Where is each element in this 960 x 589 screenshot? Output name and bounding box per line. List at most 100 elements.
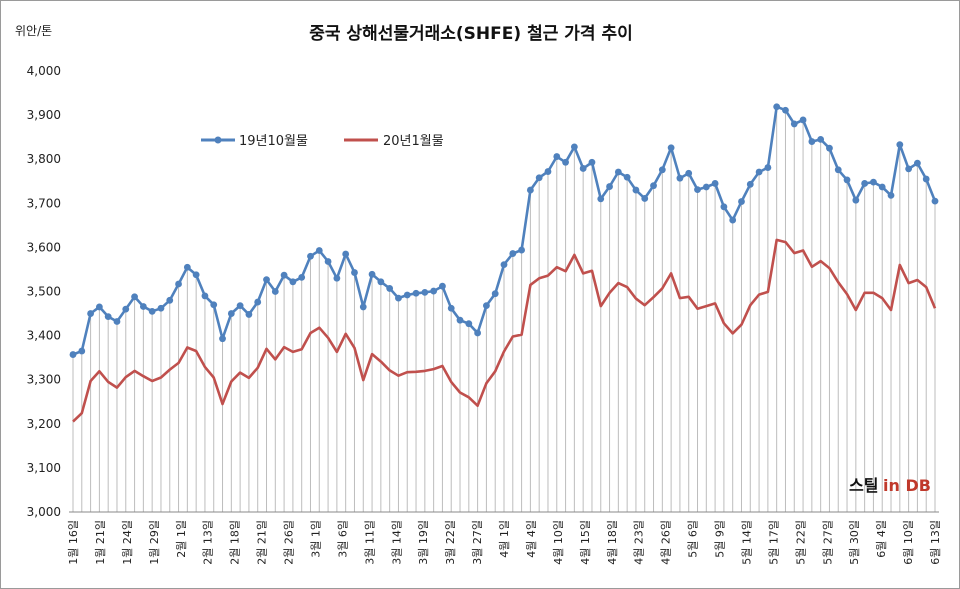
x-tick-label: 5월 30일: [847, 520, 861, 565]
y-tick-label: 3,300: [27, 373, 61, 387]
data-point: [368, 270, 376, 278]
x-tick-label: 3월 22일: [443, 520, 457, 565]
steelin-db-logo: 스틸 in DB: [849, 476, 931, 495]
legend-label-series-2: 20년1월물: [383, 134, 444, 149]
x-tick-label: 1월 16일: [66, 520, 80, 565]
y-tick-label: 3,100: [27, 461, 61, 475]
data-point: [201, 292, 209, 300]
x-tick-label: 5월 27일: [820, 520, 834, 565]
data-point: [236, 302, 244, 310]
x-tick-label: 5월 17일: [766, 520, 780, 565]
data-point: [210, 301, 218, 309]
data-point: [474, 329, 482, 337]
data-point: [298, 273, 306, 281]
legend: 19년10월물 20년1월물: [201, 134, 444, 149]
data-point: [227, 310, 235, 317]
data-point: [333, 274, 341, 282]
data-point: [632, 186, 640, 194]
data-point: [395, 294, 402, 302]
x-tick-label: 1월 29일: [147, 520, 161, 565]
data-point: [887, 191, 895, 199]
y-tick-label: 4,000: [27, 64, 61, 78]
data-point: [439, 282, 446, 290]
y-tick-label: 3,800: [27, 152, 61, 166]
data-point: [773, 103, 781, 111]
x-tick-label: 4월 23일: [632, 520, 646, 565]
data-point: [131, 293, 138, 301]
data-point: [808, 138, 816, 145]
x-tick-label: 6월 10일: [901, 520, 915, 565]
data-point: [69, 351, 77, 358]
y-tick-label: 3,700: [27, 196, 61, 210]
data-point: [658, 166, 666, 174]
data-point: [914, 159, 921, 167]
x-tick-label: 3월 14일: [389, 520, 403, 565]
data-point: [175, 280, 182, 288]
data-point: [219, 335, 226, 343]
y-tick-label: 3,600: [27, 240, 61, 254]
x-tick-label: 2월 18일: [228, 520, 242, 565]
data-point: [183, 263, 191, 271]
data-point: [746, 180, 754, 188]
logo-text-in-db: in DB: [883, 476, 931, 495]
x-tick-label: 5월 6일: [686, 520, 700, 558]
y-axis: 3,000 3,100 3,200 3,300 3,400 3,500 3,600 3,700…: [27, 64, 61, 519]
data-point: [324, 258, 332, 265]
data-point: [430, 287, 438, 295]
data-point: [694, 186, 701, 194]
legend-label-series-1: 19년10월물: [239, 134, 308, 149]
data-point: [245, 311, 253, 318]
y-tick-label: 3,500: [27, 285, 61, 299]
data-point: [799, 116, 807, 124]
data-point: [667, 144, 675, 152]
x-tick-label: 4월 1일: [497, 520, 511, 558]
series-line-2: [72, 238, 937, 423]
x-tick-label: 3월 1일: [308, 520, 322, 558]
data-point: [544, 168, 552, 175]
data-point: [386, 285, 394, 292]
data-point: [254, 298, 262, 306]
x-tick-label: 6월 13일: [928, 520, 942, 565]
data-point: [905, 165, 913, 173]
data-point: [192, 271, 200, 279]
data-point: [280, 271, 288, 279]
data-point: [676, 174, 684, 182]
x-tick-label: 6월 4일: [874, 520, 888, 558]
x-tick-label: 3월 19일: [416, 520, 430, 565]
data-point: [702, 183, 710, 191]
x-tick-label: 4월 4일: [524, 520, 538, 558]
data-point: [614, 168, 622, 176]
x-tick-label: 4월 15일: [578, 520, 592, 565]
data-point: [579, 165, 587, 172]
vertical-drop-lines: [72, 106, 936, 512]
data-point: [623, 173, 631, 181]
data-point: [870, 178, 877, 186]
data-point: [113, 318, 121, 325]
y-tick-label: 3,900: [27, 108, 61, 122]
data-point: [588, 158, 596, 166]
x-tick-label: 5월 22일: [793, 520, 807, 565]
data-point: [861, 180, 869, 187]
data-point: [456, 316, 464, 324]
data-point: [526, 186, 534, 194]
data-point: [597, 195, 605, 203]
data-point: [359, 303, 367, 311]
x-tick-label: 4월 26일: [659, 520, 673, 565]
data-point: [764, 164, 772, 171]
chart-title: 중국 상해선물거래소(SHFE) 철근 가격 추이: [309, 24, 633, 44]
data-point: [755, 168, 763, 176]
logo-text-steel: 스틸: [849, 476, 878, 495]
x-tick-label: 2월 21일: [255, 520, 269, 565]
data-point: [148, 307, 156, 315]
data-point: [817, 135, 825, 143]
data-point: [289, 278, 297, 286]
x-tick-label: 3월 11일: [362, 520, 376, 565]
data-point: [315, 247, 323, 254]
y-tick-label: 3,000: [27, 505, 61, 519]
data-point: [843, 176, 851, 184]
data-point: [711, 180, 719, 187]
data-point: [922, 175, 930, 183]
data-point: [342, 250, 350, 258]
